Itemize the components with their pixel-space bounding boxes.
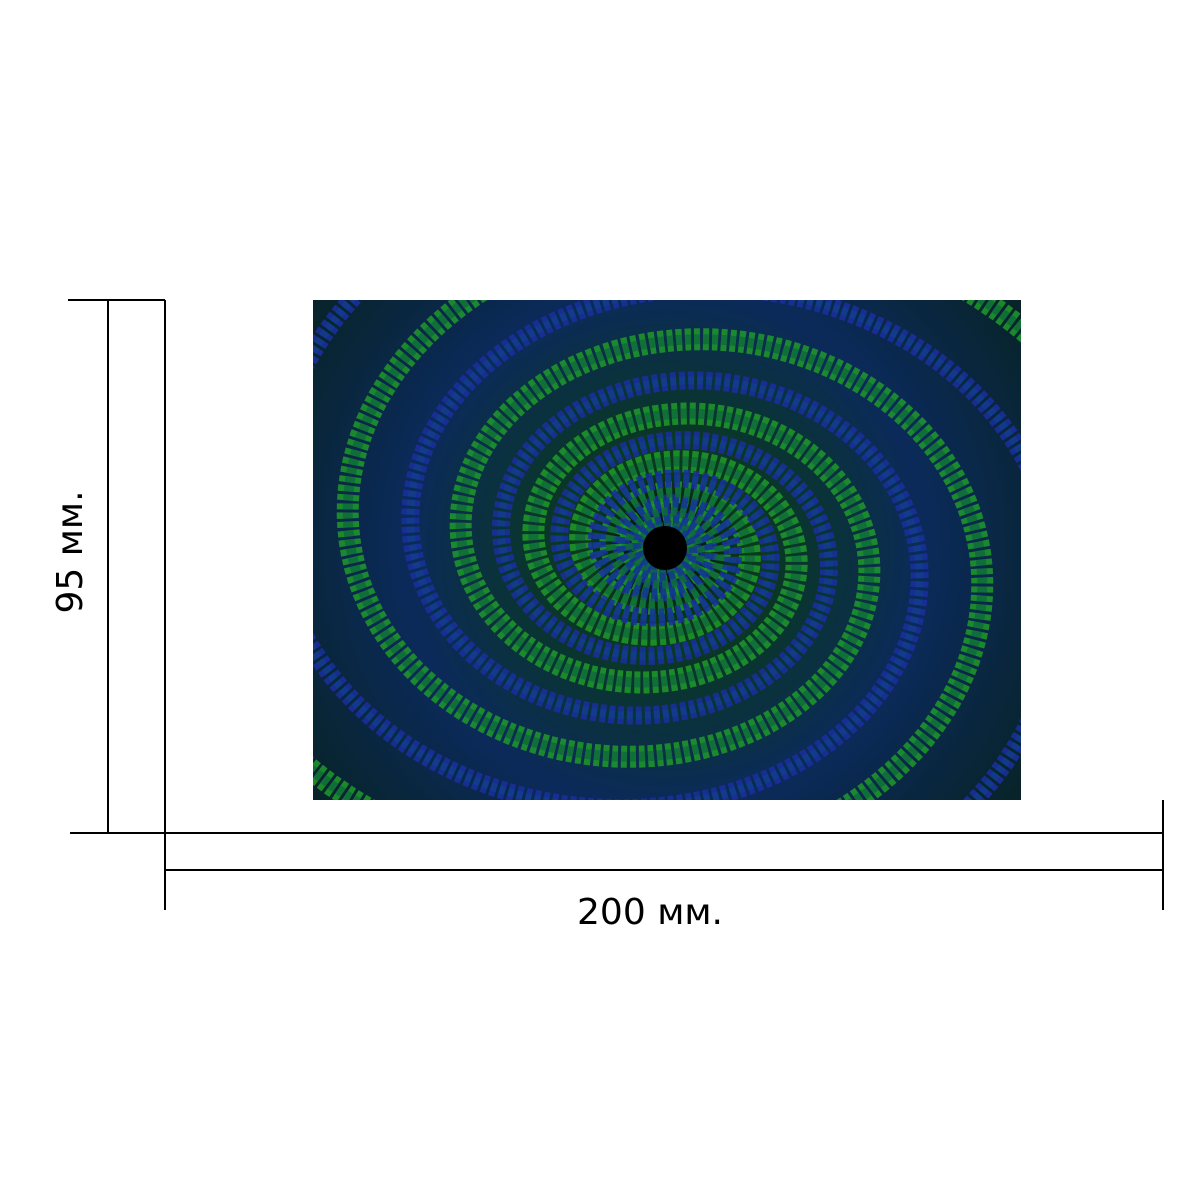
height-label: 95 мм. — [50, 490, 91, 613]
width-label: 200 мм. — [577, 892, 723, 933]
spiral-image — [313, 300, 1021, 800]
spiral-center — [643, 526, 687, 570]
dimension-lines — [68, 299, 1164, 910]
